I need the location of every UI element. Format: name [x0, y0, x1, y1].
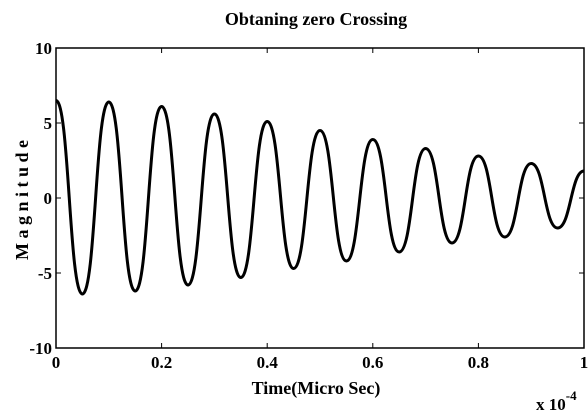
- y-tick-label: -10: [29, 339, 52, 358]
- plot-frame: [55, 47, 585, 349]
- chart-title: Obtaning zero Crossing: [225, 9, 407, 29]
- x-tick-label: 1: [580, 353, 588, 372]
- y-tick-label: 0: [44, 189, 53, 208]
- x-tick-label: 0.4: [257, 353, 279, 372]
- series-line: [54, 99, 585, 296]
- x-tick-label: 0: [52, 353, 61, 372]
- x-tick-label: 0.8: [468, 353, 489, 372]
- x-axis-multiplier: x 10-4: [536, 388, 577, 412]
- y-tick-label: 5: [44, 114, 53, 133]
- plot-area: 0 0.2 0.4 0.6 0.8 1 10 5 0 -5 -10: [29, 39, 588, 372]
- x-axis-multiplier-exponent: -4: [566, 388, 577, 403]
- x-tick-label: 0.6: [362, 353, 383, 372]
- x-axis-label: Time(Micro Sec): [252, 378, 381, 399]
- x-tick-label: 0.2: [151, 353, 172, 372]
- y-tick-label: -5: [38, 264, 52, 283]
- y-tick-label: 10: [35, 39, 52, 58]
- x-axis-multiplier-base: x 10: [536, 395, 566, 412]
- y-axis-label: M a g n i t u d e: [12, 140, 32, 260]
